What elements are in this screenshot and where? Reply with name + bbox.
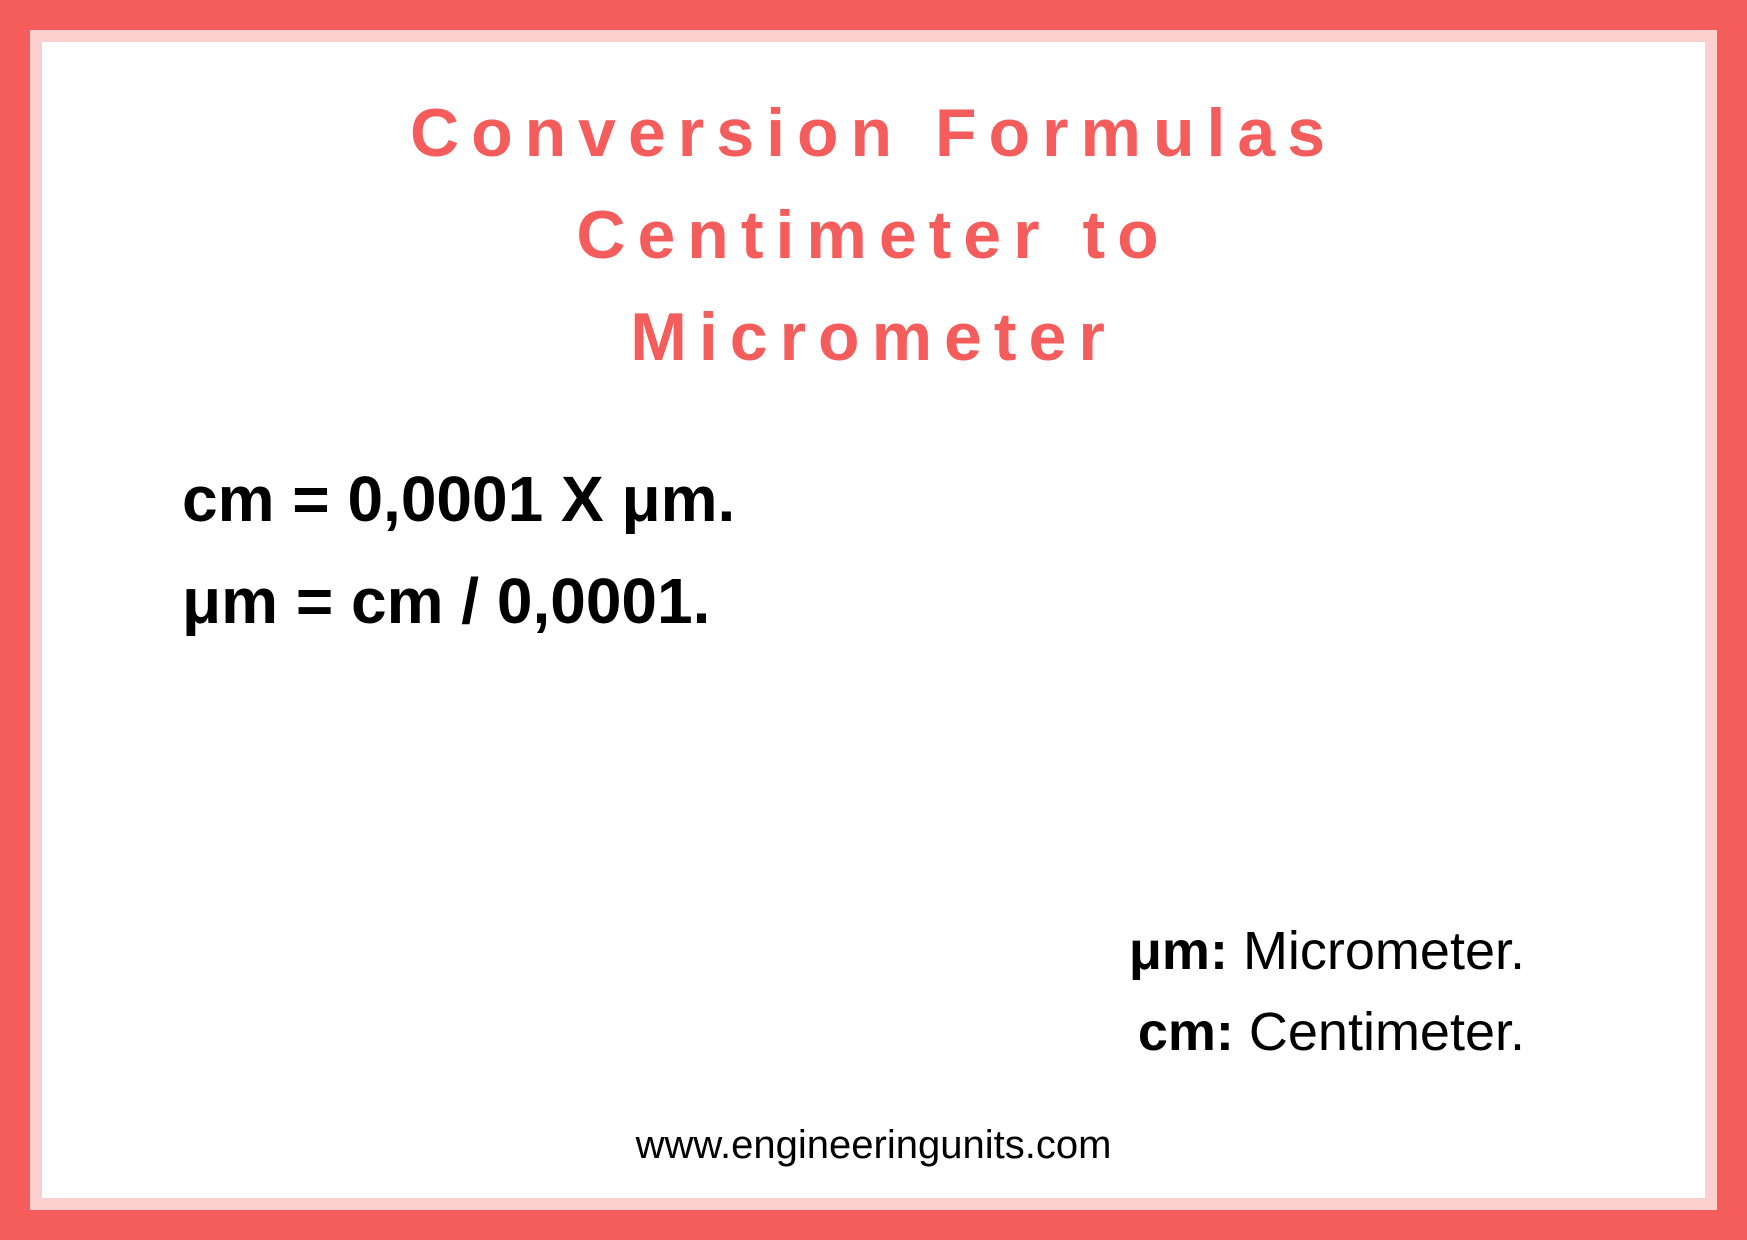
title-line-1: Conversion Formulas xyxy=(122,82,1625,184)
middle-frame: Conversion Formulas Centimeter to Microm… xyxy=(30,30,1717,1210)
legend-item-2: cm: Centimeter. xyxy=(122,992,1525,1073)
formulas-block: cm = 0,0001 X μm. μm = cm / 0,0001. xyxy=(122,448,1625,653)
legend-symbol-2: cm: xyxy=(1138,1002,1234,1062)
formula-2: μm = cm / 0,0001. xyxy=(182,550,1625,652)
legend-meaning-2: Centimeter. xyxy=(1234,1002,1525,1062)
title-line-3: Micrometer xyxy=(122,286,1625,388)
outer-frame: Conversion Formulas Centimeter to Microm… xyxy=(0,0,1747,1240)
title-line-2: Centimeter to xyxy=(122,184,1625,286)
legend-symbol-1: μm: xyxy=(1129,921,1228,981)
legend-meaning-1: Micrometer. xyxy=(1228,921,1525,981)
legend-item-1: μm: Micrometer. xyxy=(122,911,1525,992)
title: Conversion Formulas Centimeter to Microm… xyxy=(122,82,1625,388)
formula-1: cm = 0,0001 X μm. xyxy=(182,448,1625,550)
content-area: Conversion Formulas Centimeter to Microm… xyxy=(42,42,1705,1198)
legend-block: μm: Micrometer. cm: Centimeter. xyxy=(122,911,1625,1073)
footer-url: www.engineeringunits.com xyxy=(122,1123,1625,1168)
